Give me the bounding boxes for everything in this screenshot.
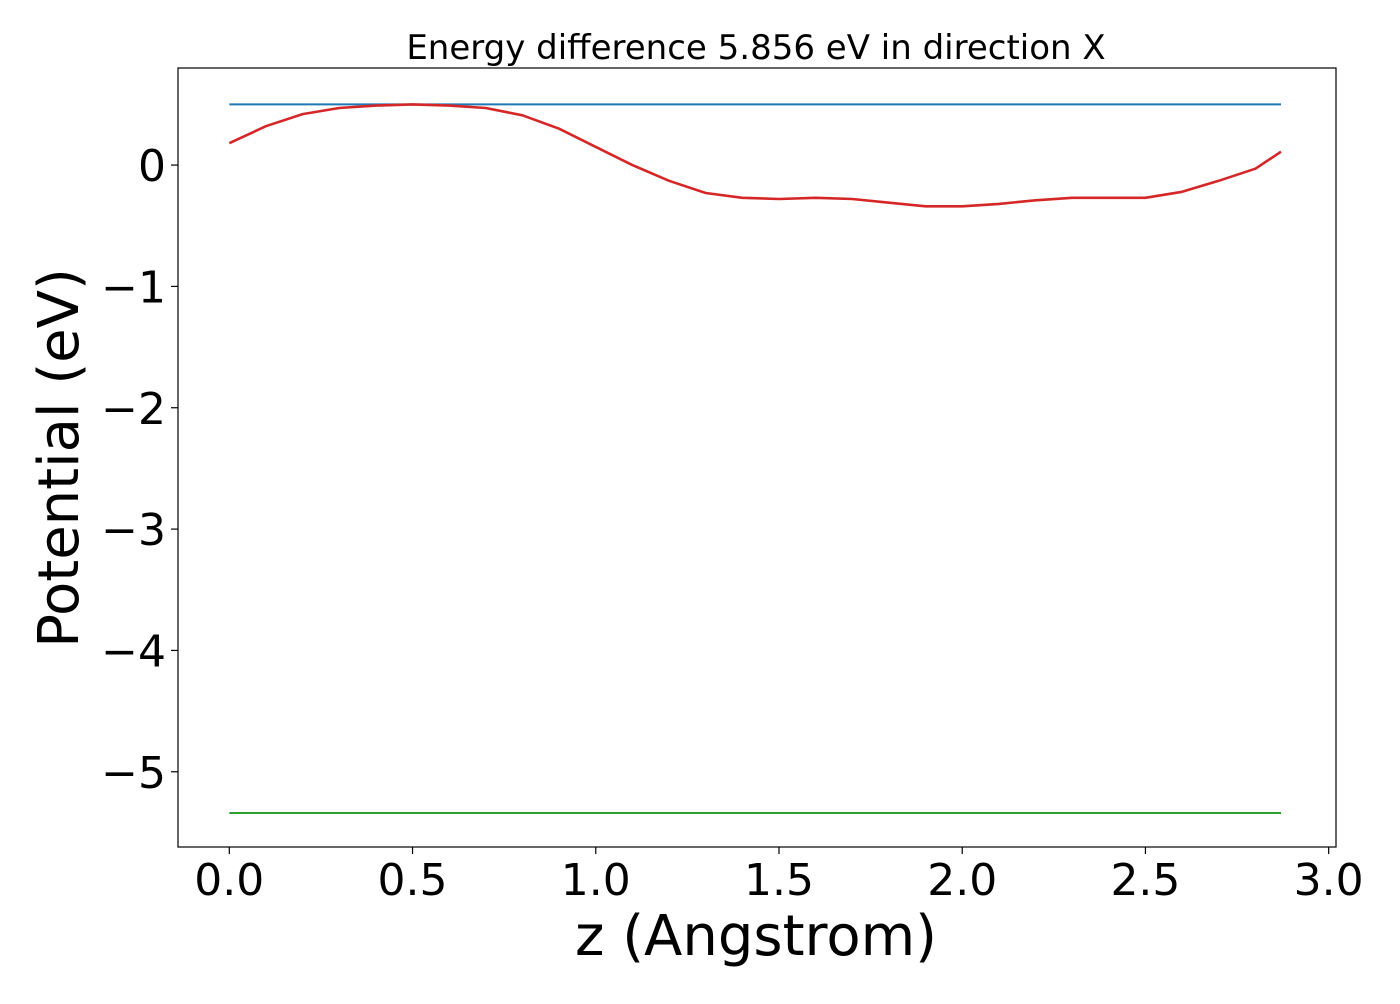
x-tick-label: 0.0 <box>194 855 264 906</box>
y-tick-label: −2 <box>101 384 166 435</box>
x-axis-label: z (Angstrom) <box>575 904 937 969</box>
x-tick-label: 0.5 <box>378 855 448 906</box>
x-tick-label: 2.0 <box>927 855 997 906</box>
y-tick-label: −3 <box>101 505 166 556</box>
y-axis-label: Potential (eV) <box>27 268 92 648</box>
x-tick-label: 2.5 <box>1110 855 1180 906</box>
y-tick-label: 0 <box>138 141 166 192</box>
y-tick-label: −5 <box>101 748 166 799</box>
y-tick-label: −4 <box>101 626 166 677</box>
x-axis: 0.0 0.5 1.0 1.5 2.0 2.5 3.0 <box>194 847 1364 906</box>
series-layer <box>228 103 1282 814</box>
x-tick-label: 1.5 <box>744 855 814 906</box>
y-axis: 0 −1 −2 −3 −4 −5 <box>101 141 178 799</box>
y-tick-label: −1 <box>101 262 166 313</box>
chart-title: Energy difference 5.856 eV in direction … <box>406 28 1105 68</box>
plot-area-frame <box>177 67 1337 848</box>
potential-curve-line <box>228 103 1282 208</box>
x-tick-label: 3.0 <box>1294 855 1364 906</box>
x-tick-label: 1.0 <box>561 855 631 906</box>
